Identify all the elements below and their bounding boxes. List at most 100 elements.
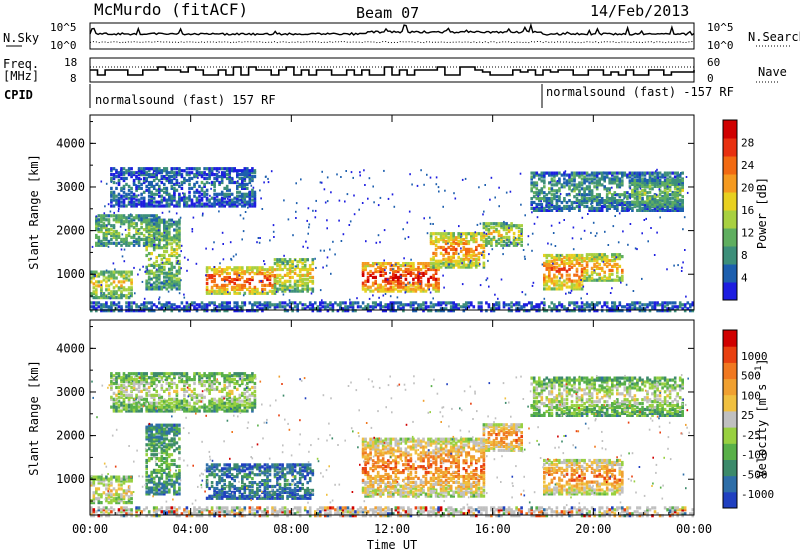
power-cell: [311, 293, 313, 295]
power-cell: [176, 242, 179, 245]
power-cell: [530, 172, 533, 175]
freq-bottom-tick: 8: [70, 72, 77, 85]
power-cell: [411, 184, 413, 186]
power-cell: [196, 167, 199, 170]
power-cell: [315, 267, 317, 269]
power-cell: [173, 187, 176, 190]
power-cell: [153, 167, 156, 170]
power-cell: [226, 173, 229, 176]
power-cell: [193, 195, 196, 198]
power-cell: [161, 254, 164, 257]
power-cell: [681, 303, 684, 306]
power-cell: [543, 185, 546, 188]
power-cell: [130, 236, 133, 239]
power-cell: [543, 179, 546, 182]
power-cell: [581, 301, 584, 304]
power-cell: [536, 187, 539, 190]
power-cell: [656, 201, 659, 204]
power-cell: [367, 286, 370, 289]
power-cell: [186, 197, 189, 200]
power-cell: [470, 260, 472, 262]
power-cell: [601, 305, 604, 308]
power-cell: [133, 179, 136, 182]
power-cell: [475, 258, 478, 261]
velocity-cell: [264, 508, 267, 511]
power-cell: [674, 193, 677, 196]
power-cell: [571, 280, 574, 283]
power-cell: [228, 276, 231, 279]
power-cell: [533, 201, 536, 204]
power-cell: [221, 268, 224, 271]
power-cell: [168, 203, 171, 206]
power-cell: [151, 278, 153, 280]
power-cell: [240, 199, 242, 201]
power-cell: [222, 243, 224, 245]
power-cell: [395, 280, 398, 283]
power-cell: [524, 258, 526, 260]
power-cell: [573, 183, 576, 186]
power-cell: [452, 232, 455, 235]
power-cell: [500, 234, 503, 237]
power-cell: [551, 278, 554, 281]
power-cell: [188, 167, 191, 170]
power-cell: [239, 284, 242, 287]
power-cell: [515, 224, 518, 227]
power-cell: [588, 174, 591, 177]
velocity-cell: [171, 510, 174, 513]
power-cell: [138, 167, 141, 170]
velocity-cell: [211, 506, 214, 509]
power-cell: [145, 305, 148, 308]
power-cell: [178, 185, 181, 188]
power-cell: [161, 189, 164, 192]
power-cell: [626, 201, 629, 204]
power-cell: [241, 266, 244, 269]
power-cell: [682, 261, 684, 263]
power-cell: [680, 172, 682, 174]
velocity-cell: [251, 506, 254, 509]
power-cell: [384, 278, 387, 281]
power-cell: [148, 219, 151, 222]
power-cell: [347, 193, 349, 195]
power-cell: [145, 236, 148, 239]
power-cell: [410, 259, 412, 261]
power-cell: [138, 199, 141, 202]
power-cell: [382, 274, 385, 277]
power-cell: [659, 185, 662, 188]
power-cell: [427, 278, 430, 281]
power-cell: [436, 176, 438, 178]
power-cell: [274, 258, 277, 261]
power-cell: [133, 234, 136, 237]
power-cell: [636, 209, 639, 212]
power-cell: [525, 294, 527, 296]
power-cell: [681, 270, 683, 272]
power-cell: [118, 208, 120, 210]
power-cell: [417, 262, 420, 265]
power-cell: [110, 290, 113, 293]
power-cell: [168, 223, 171, 226]
power-cell: [304, 274, 307, 277]
power-cell: [233, 266, 236, 269]
power-cell: [159, 239, 161, 241]
power-cell: [150, 228, 153, 231]
power-cell: [578, 181, 581, 184]
power-cell: [145, 167, 148, 170]
power-cell: [153, 232, 156, 235]
power-cell: [236, 284, 239, 287]
power-cell: [656, 194, 658, 196]
power-cell: [532, 233, 534, 235]
power-cell: [558, 268, 561, 271]
power-cell: [458, 253, 460, 255]
power-cell: [392, 268, 394, 270]
power-cell: [218, 286, 221, 289]
power-cell: [264, 301, 267, 304]
power-cell: [133, 201, 136, 204]
power-cell: [626, 303, 629, 306]
power-cell: [222, 232, 224, 234]
power-cell: [147, 269, 149, 271]
power-cell: [324, 305, 327, 308]
power-cell: [588, 257, 591, 260]
velocity-cell: [108, 508, 111, 511]
power-cell: [223, 305, 226, 308]
power-cell: [276, 291, 278, 293]
power-cell: [641, 197, 644, 200]
